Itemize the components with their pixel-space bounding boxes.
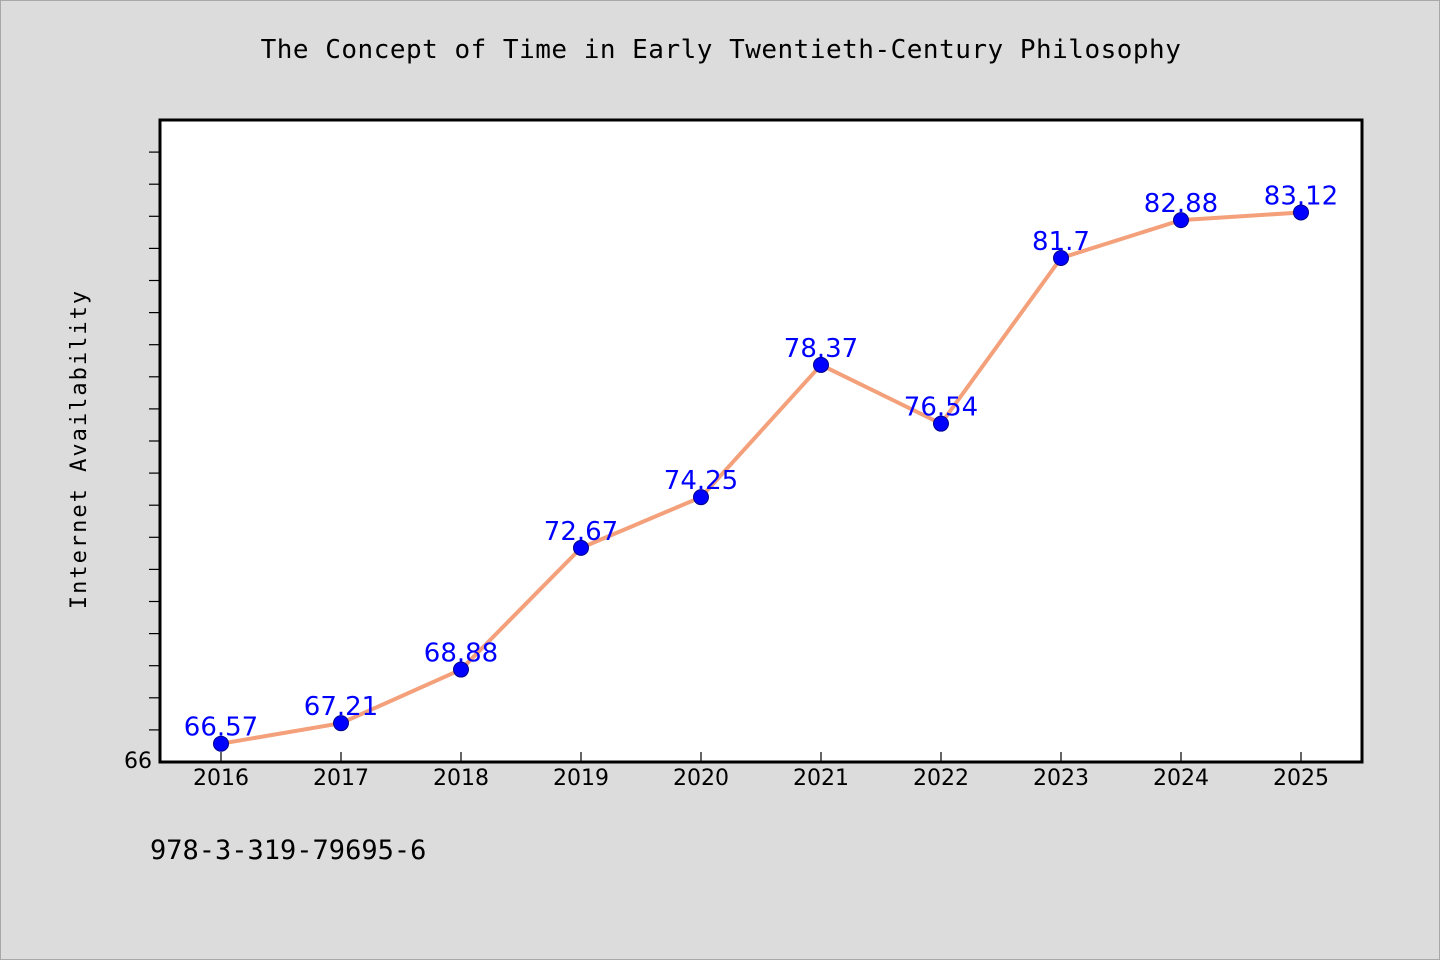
data-point	[333, 715, 349, 732]
series-line	[219, 210, 1303, 746]
data-label: 76.54	[904, 393, 978, 423]
data-point	[213, 735, 229, 752]
series-group: 66.57 67.21 68.88 72.67 74.25 78.37 76.54 81.7 8…	[184, 181, 1338, 752]
x-tick-label: 2021	[793, 766, 849, 791]
chart-title: The Concept of Time in Early Twentieth-C…	[260, 35, 1182, 65]
data-label: 83.12	[1264, 181, 1338, 211]
y-axis-ticks: 66	[124, 151, 160, 774]
data-point	[1053, 250, 1069, 267]
data-label: 78.37	[784, 334, 858, 364]
x-tick-label: 2020	[673, 766, 729, 791]
x-tick-label: 2022	[913, 766, 969, 791]
data-label: 66.57	[184, 713, 258, 743]
y-axis-label: Internet Availability	[67, 289, 92, 609]
x-tick-label: 2018	[433, 766, 489, 791]
data-point	[573, 539, 589, 556]
data-label: 81.7	[1032, 227, 1090, 257]
x-tick-label: 2024	[1153, 766, 1209, 791]
x-tick-label: 2025	[1273, 766, 1329, 791]
data-label: 82.88	[1144, 189, 1218, 219]
data-label: 67.21	[304, 692, 378, 722]
data-point	[1293, 204, 1309, 221]
data-point	[813, 356, 829, 373]
data-point	[453, 661, 469, 678]
x-tick-label: 2023	[1033, 766, 1089, 791]
x-tick-label: 2017	[313, 766, 369, 791]
y-tick-label: 66	[124, 749, 152, 774]
x-tick-label: 2019	[553, 766, 609, 791]
data-point	[693, 489, 709, 506]
data-label: 72.67	[544, 517, 618, 547]
data-point	[933, 415, 949, 432]
data-point	[1173, 212, 1189, 229]
data-label: 68.88	[424, 639, 498, 669]
x-tick-label: 2016	[193, 766, 249, 791]
x-axis-ticks: 2016 2017 2018 2019 2020 2021 2022 2023 2024 2025	[193, 752, 1329, 791]
data-label: 74.25	[664, 466, 738, 496]
isbn-caption: 978-3-319-79695-6	[150, 835, 427, 866]
